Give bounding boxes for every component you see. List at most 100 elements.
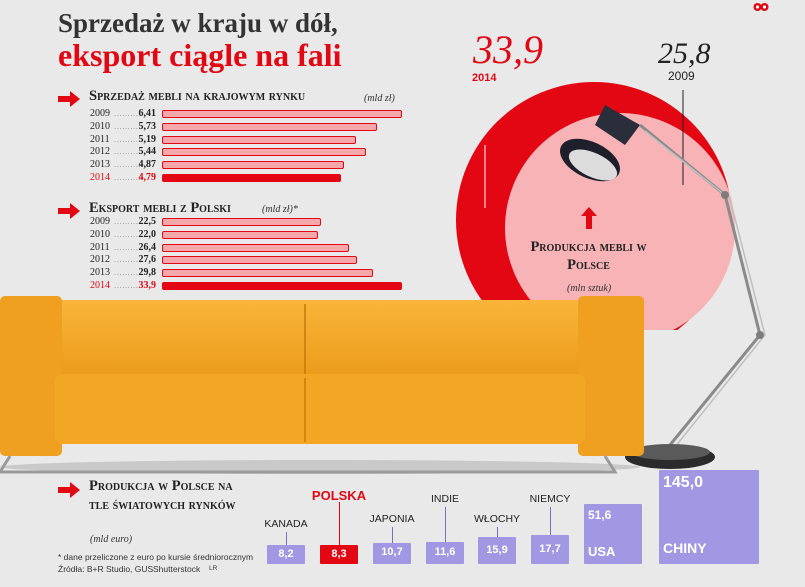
bar <box>162 230 318 239</box>
bar-value-label: 5,19 <box>138 133 157 145</box>
country-name-label: INDIE <box>430 493 459 505</box>
country-value-label: 15,9 <box>486 543 508 556</box>
world-production-title: Produkcja w Polsce na tle światowych ryn… <box>89 478 236 513</box>
leader-line <box>392 527 393 543</box>
leader-dots: .......... <box>114 242 142 252</box>
bar-year-label: 2009 <box>90 216 110 227</box>
leader-dots: .......... <box>114 255 142 265</box>
country-name-label: POLSKA <box>311 488 367 503</box>
country-bar <box>659 470 759 564</box>
bar <box>162 110 402 118</box>
country-name-label: CHINY <box>663 540 707 556</box>
leader-dots: .......... <box>114 109 142 118</box>
sofa-illustration <box>0 296 644 474</box>
country-name-label: NIEMCY <box>529 493 571 505</box>
bar-value-label: 4,87 <box>138 159 157 171</box>
leader-dots: .......... <box>114 121 142 131</box>
bar-year-label: 2014 <box>90 280 110 291</box>
leader-line <box>339 502 340 546</box>
bar <box>162 243 349 252</box>
arrow-up-icon <box>581 207 597 229</box>
bar-year-label: 2014 <box>90 172 110 183</box>
country-value-label: 51,6 <box>588 508 612 522</box>
bar-value-label: 4,79 <box>138 172 157 183</box>
leader-line <box>550 507 551 536</box>
bar-value-label: 27,6 <box>138 254 157 266</box>
country-bar <box>478 537 516 564</box>
leader-line <box>286 532 287 546</box>
bar-year-label: 2013 <box>90 267 110 279</box>
bar-year-label: 2012 <box>90 146 110 158</box>
export-title: Eksport mebli z Polski <box>89 200 231 216</box>
country-name-label: KANADA <box>264 518 308 530</box>
leader-dots: .......... <box>114 173 142 182</box>
production-title: Produkcja mebli w Polsce <box>530 239 647 273</box>
country-bar <box>531 535 569 564</box>
bar-year-label: 2013 <box>90 159 110 171</box>
bar <box>162 148 366 157</box>
bar-value-label: 22,5 <box>138 216 157 227</box>
domestic-sales-title: Sprzedaż mebli na krajowym rynku <box>89 88 306 104</box>
production-2009-year: 2009 <box>668 69 695 83</box>
publisher-logo-icon <box>753 3 769 11</box>
country-value-label: 10,7 <box>381 546 403 559</box>
footnote: * dane przeliczone z euro po kursie śred… <box>58 552 254 562</box>
leader-line <box>497 527 498 538</box>
leader-line <box>445 507 446 542</box>
author: LR <box>209 565 218 572</box>
domestic-sales-unit: (mld zł) <box>364 93 395 104</box>
export-unit: (mld zł)* <box>262 204 298 215</box>
production-unit: (mln sztuk) <box>567 283 612 294</box>
country-value-label: 145,0 <box>663 474 704 491</box>
country-bar <box>267 545 305 564</box>
country-bar <box>373 542 411 564</box>
production-2009-value: 25,8 <box>658 37 711 70</box>
bar-value-label: 5,44 <box>138 146 157 158</box>
bar-year-label: 2011 <box>90 241 110 253</box>
country-value-label: 11,6 <box>434 545 456 558</box>
country-name-label: WŁOCHY <box>473 513 521 525</box>
circle-2009 <box>505 113 735 330</box>
bar <box>162 135 357 144</box>
country-value-label: 8,3 <box>331 547 347 560</box>
country-value-label: 17,7 <box>539 542 561 555</box>
export-chart: 2009.......... 22,5 2010.......... 22,0 2011… <box>90 216 420 298</box>
leader-dots: .......... <box>114 147 142 157</box>
bar <box>162 161 345 170</box>
bar-value-label: 5,73 <box>138 120 157 132</box>
leader-dots: .......... <box>114 281 142 290</box>
title-line1: Sprzedaż w kraju w dół, <box>58 8 338 38</box>
arrow-right-icon <box>58 482 80 498</box>
bar-year-label: 2010 <box>90 120 110 132</box>
leader-dots: .......... <box>114 229 142 239</box>
bar-year-label: 2012 <box>90 254 110 266</box>
bar <box>162 282 402 290</box>
source: Źródła: B+R Studio, GUS <box>58 564 154 574</box>
arrow-right-icon <box>58 91 80 107</box>
bar-value-label: 29,8 <box>138 267 157 279</box>
bar-value-label: 22,0 <box>138 228 157 240</box>
bar-year-label: 2010 <box>90 228 110 240</box>
country-name-label: JAPONIA <box>369 513 415 525</box>
leader-dots: .......... <box>114 134 142 144</box>
bar-year-label: 2009 <box>90 108 110 119</box>
country-name-label: USA <box>588 544 616 559</box>
bar <box>162 256 358 265</box>
leader-dots: .......... <box>114 217 142 226</box>
bar <box>162 218 322 226</box>
bar <box>162 122 377 131</box>
title-line2: eksport ciągle na fali <box>58 37 342 73</box>
country-bar <box>584 504 642 564</box>
production-2014-value: 33,9 <box>473 27 543 72</box>
world-production-chart: 8,2 KANADA 8,3 POLSKA 10,7 JAPONIA 11,6 INDIE 15… <box>250 470 770 575</box>
bar-year-label: 2011 <box>90 133 110 145</box>
country-bar <box>320 545 358 564</box>
domestic-sales-chart: 2009.......... 6,41 2010.......... 5,73 2011… <box>90 108 420 190</box>
bar-value-label: 33,9 <box>138 280 157 291</box>
bar <box>162 174 342 182</box>
production-2014-year: 2014 <box>472 72 497 84</box>
bar-value-label: 6,41 <box>138 108 157 119</box>
country-value-label: 8,2 <box>278 547 294 560</box>
leader-dots: .......... <box>114 160 142 170</box>
world-production-unit: (mld euro) <box>90 534 133 545</box>
